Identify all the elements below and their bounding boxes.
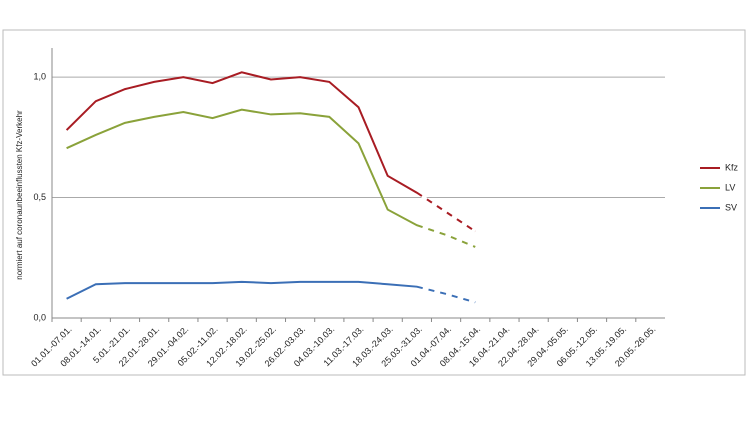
dashed-overlay <box>416 285 476 304</box>
legend-label: SV <box>725 202 737 212</box>
line-series <box>66 280 476 304</box>
dashed-overlay <box>416 191 477 233</box>
legend-label: LV <box>725 182 735 192</box>
line-series <box>66 108 476 248</box>
dashed-overlay <box>416 223 476 249</box>
legend-label: Kfz <box>725 162 739 172</box>
y-tick-label: 1,0 <box>33 71 46 81</box>
chart-frame <box>2 29 746 376</box>
y-tick-label: 0,0 <box>33 312 46 322</box>
y-tick-label: 0,5 <box>33 192 46 202</box>
y-axis-label: normiert auf coronaunbeeinflussten Kfz-V… <box>15 110 24 280</box>
line-series <box>65 71 476 233</box>
